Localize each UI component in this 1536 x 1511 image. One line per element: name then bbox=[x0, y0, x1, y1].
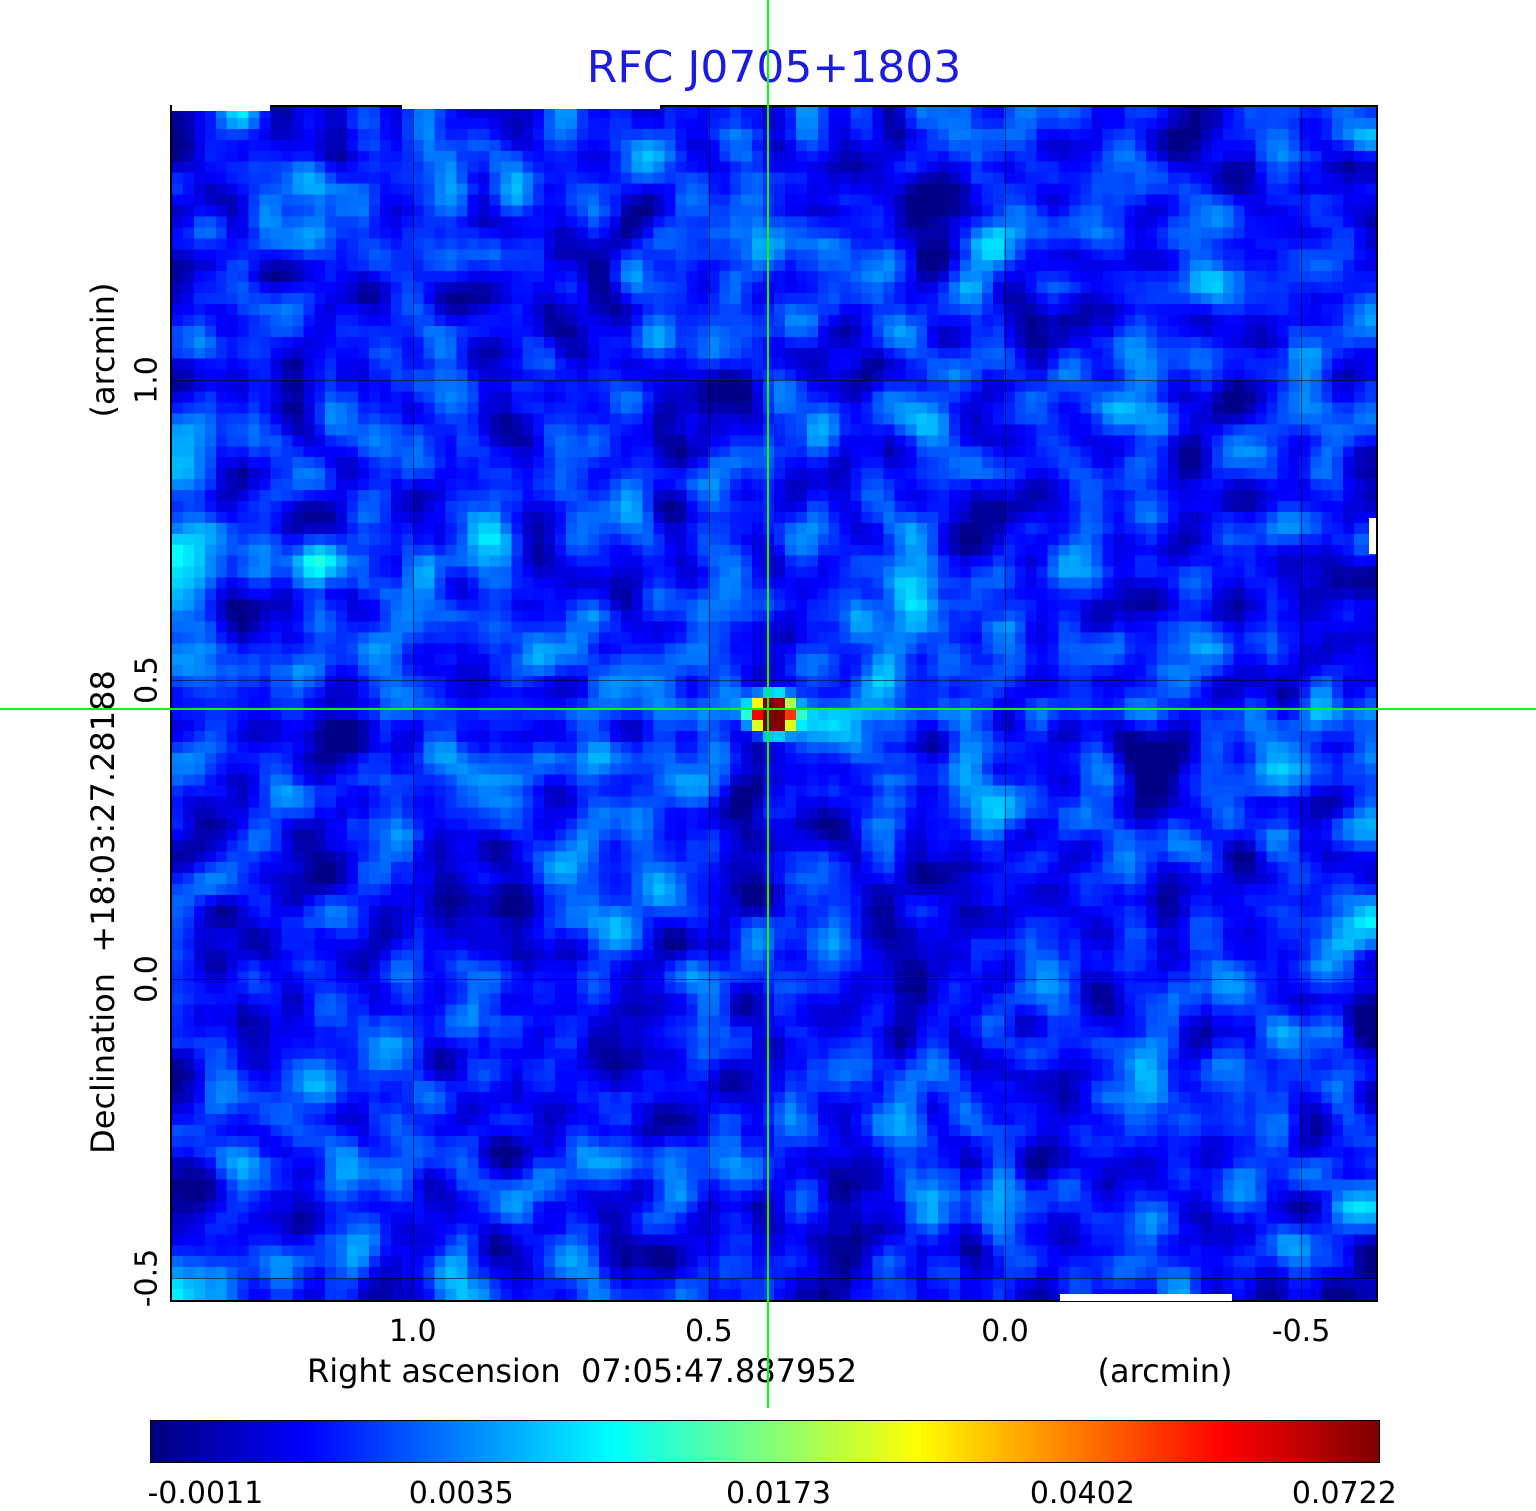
blanked-pixels-bottom-right bbox=[1060, 1294, 1232, 1301]
y-axis-unit-label: (arcmin) bbox=[84, 282, 122, 418]
blanked-pixels-top-left bbox=[172, 104, 270, 111]
x-axis-label: Right ascension 07:05:47.887952 bbox=[306, 1352, 858, 1390]
colorbar-gradient bbox=[151, 1421, 1379, 1462]
colorbar-tick-label: 0.0035 bbox=[408, 1476, 514, 1511]
plot-frame bbox=[170, 105, 1378, 1302]
blanked-pixels-top bbox=[402, 104, 660, 109]
colorbar-tick-label: 0.0173 bbox=[726, 1476, 832, 1511]
grid-line-vertical bbox=[708, 107, 710, 1300]
grid-line-vertical bbox=[1004, 107, 1006, 1300]
intensity-map-heatmap bbox=[172, 107, 1376, 1300]
x-axis-unit-label: (arcmin) bbox=[1097, 1352, 1233, 1390]
grid-line-vertical bbox=[412, 107, 414, 1300]
y-axis-tick-label: 1.0 bbox=[129, 356, 165, 405]
x-axis-tick-label: 0.5 bbox=[685, 1314, 733, 1349]
crosshair-vertical-line bbox=[767, 0, 770, 1408]
x-axis-tick-label: 1.0 bbox=[388, 1314, 437, 1349]
y-axis-tick-label: 0.5 bbox=[129, 655, 165, 704]
colorbar-tick-label: -0.0011 bbox=[147, 1476, 264, 1511]
grid-line-horizontal bbox=[172, 679, 1376, 681]
y-axis-tick-label: -0.5 bbox=[129, 1248, 165, 1308]
grid-line-vertical bbox=[1301, 107, 1303, 1300]
x-axis-tick-label: 0.0 bbox=[981, 1314, 1029, 1349]
colorbar-tick-label: 0.0402 bbox=[1029, 1476, 1135, 1511]
colorbar-tick-label: 0.0722 bbox=[1291, 1476, 1397, 1511]
x-axis-tick-label: -0.5 bbox=[1271, 1314, 1331, 1349]
grid-line-horizontal bbox=[172, 978, 1376, 980]
grid-line-horizontal bbox=[172, 380, 1376, 382]
blanked-pixels-right-edge bbox=[1369, 518, 1376, 554]
y-axis-tick-label: 0.0 bbox=[129, 954, 165, 1003]
y-axis-label: Declination +18:03:27.28188 bbox=[84, 670, 122, 1154]
crosshair-horizontal-line bbox=[0, 708, 1536, 711]
colorbar bbox=[150, 1420, 1380, 1463]
page-title: RFC J0705+1803 bbox=[586, 42, 962, 93]
grid-line-horizontal bbox=[172, 1278, 1376, 1280]
